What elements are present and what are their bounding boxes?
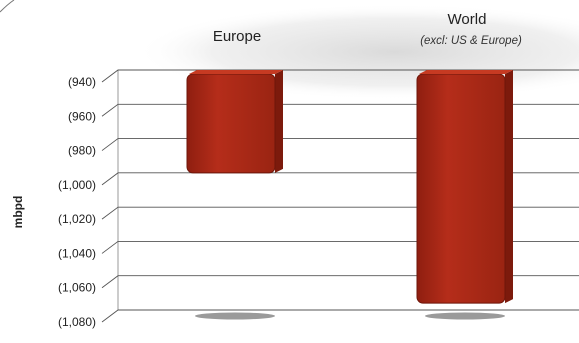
y-tick-label: (1,040) bbox=[58, 246, 96, 260]
bar-shadow bbox=[425, 312, 505, 320]
y-tick-label: (1,060) bbox=[58, 281, 96, 295]
category-sublabel: (excl: US & Europe) bbox=[420, 35, 522, 47]
bar-top bbox=[419, 70, 513, 74]
bar-shadow bbox=[195, 312, 275, 320]
bar bbox=[416, 73, 506, 304]
corner-arc-path bbox=[0, 0, 15, 13]
bar bbox=[186, 73, 276, 174]
category-label: World bbox=[448, 11, 487, 28]
bar-shadows bbox=[195, 312, 505, 320]
bar-side bbox=[505, 70, 513, 304]
y-tick-label: (1,020) bbox=[58, 212, 96, 226]
y-tick-label: (960) bbox=[68, 109, 96, 123]
y-tick-label: (1,080) bbox=[58, 315, 96, 329]
bars bbox=[186, 70, 513, 304]
y-tick-label: (940) bbox=[68, 75, 96, 89]
y-tick-label: (980) bbox=[68, 144, 96, 158]
category-label: Europe bbox=[213, 28, 261, 45]
y-tick-label: (1,000) bbox=[58, 178, 96, 192]
gridline bbox=[101, 309, 579, 323]
bar-top bbox=[189, 70, 283, 74]
category-labels: Europe World (excl: US & Europe) bbox=[213, 11, 522, 47]
y-tick-labels: (940) (960) (980) (1,000) (1,020) (1,040) (1,0… bbox=[58, 75, 96, 329]
y-axis-label: mbpd bbox=[11, 196, 25, 229]
corner-arc bbox=[0, 0, 15, 13]
bar-side bbox=[275, 70, 283, 173]
